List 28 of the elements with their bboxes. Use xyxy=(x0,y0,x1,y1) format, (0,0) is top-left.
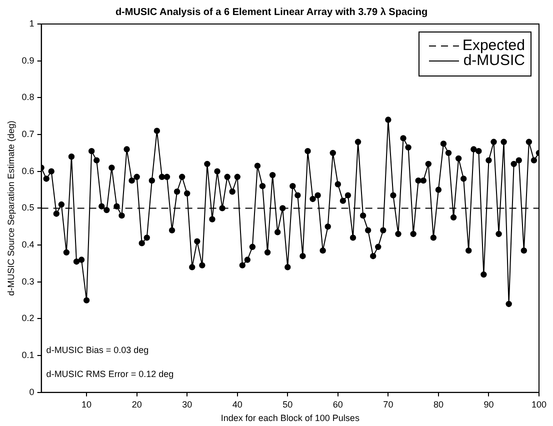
x-tick-label: 50 xyxy=(282,399,293,410)
x-tick-label: 80 xyxy=(433,399,444,410)
y-axis-title: d-MUSIC Source Separation Estimate (deg) xyxy=(6,120,16,296)
y-tick-label: 0.9 xyxy=(22,55,34,66)
y-tick-label: 0.7 xyxy=(22,129,34,140)
y-tick-label: 0.1 xyxy=(22,350,34,360)
x-tick-label: 10 xyxy=(82,399,92,410)
y-tick-label: 0 xyxy=(29,386,34,397)
annotation: d-MUSIC Bias = 0.03 deg xyxy=(46,344,149,355)
x-tick-label: 70 xyxy=(383,399,394,410)
y-tick-label: 1 xyxy=(29,18,34,28)
x-tick-label: 60 xyxy=(332,399,343,410)
y-tick-label: 0.6 xyxy=(22,166,34,176)
x-tick-label: 90 xyxy=(484,399,494,410)
legend-label: Expected xyxy=(462,37,525,54)
legend-label: d-MUSIC xyxy=(463,52,526,70)
y-tick-label: 0.3 xyxy=(22,276,34,286)
x-tick-label: 40 xyxy=(232,399,242,410)
y-tick-label: 0.4 xyxy=(22,240,34,250)
x-axis-title: Index for each Block of 100 Pulses xyxy=(220,413,360,424)
y-tick-label: 0.2 xyxy=(22,313,34,324)
x-tick-label: 30 xyxy=(182,399,192,410)
y-tick-label: 0.8 xyxy=(22,92,34,102)
y-tick-label: 0.5 xyxy=(22,202,34,213)
annotation: d-MUSIC RMS Error = 0.12 deg xyxy=(46,368,174,379)
x-tick-label: 20 xyxy=(132,399,142,410)
chart-title: d-MUSIC Analysis of a 6 Element Linear Array with 3.79 λ Spacing xyxy=(115,6,428,18)
x-tick-label: 100 xyxy=(531,399,547,410)
